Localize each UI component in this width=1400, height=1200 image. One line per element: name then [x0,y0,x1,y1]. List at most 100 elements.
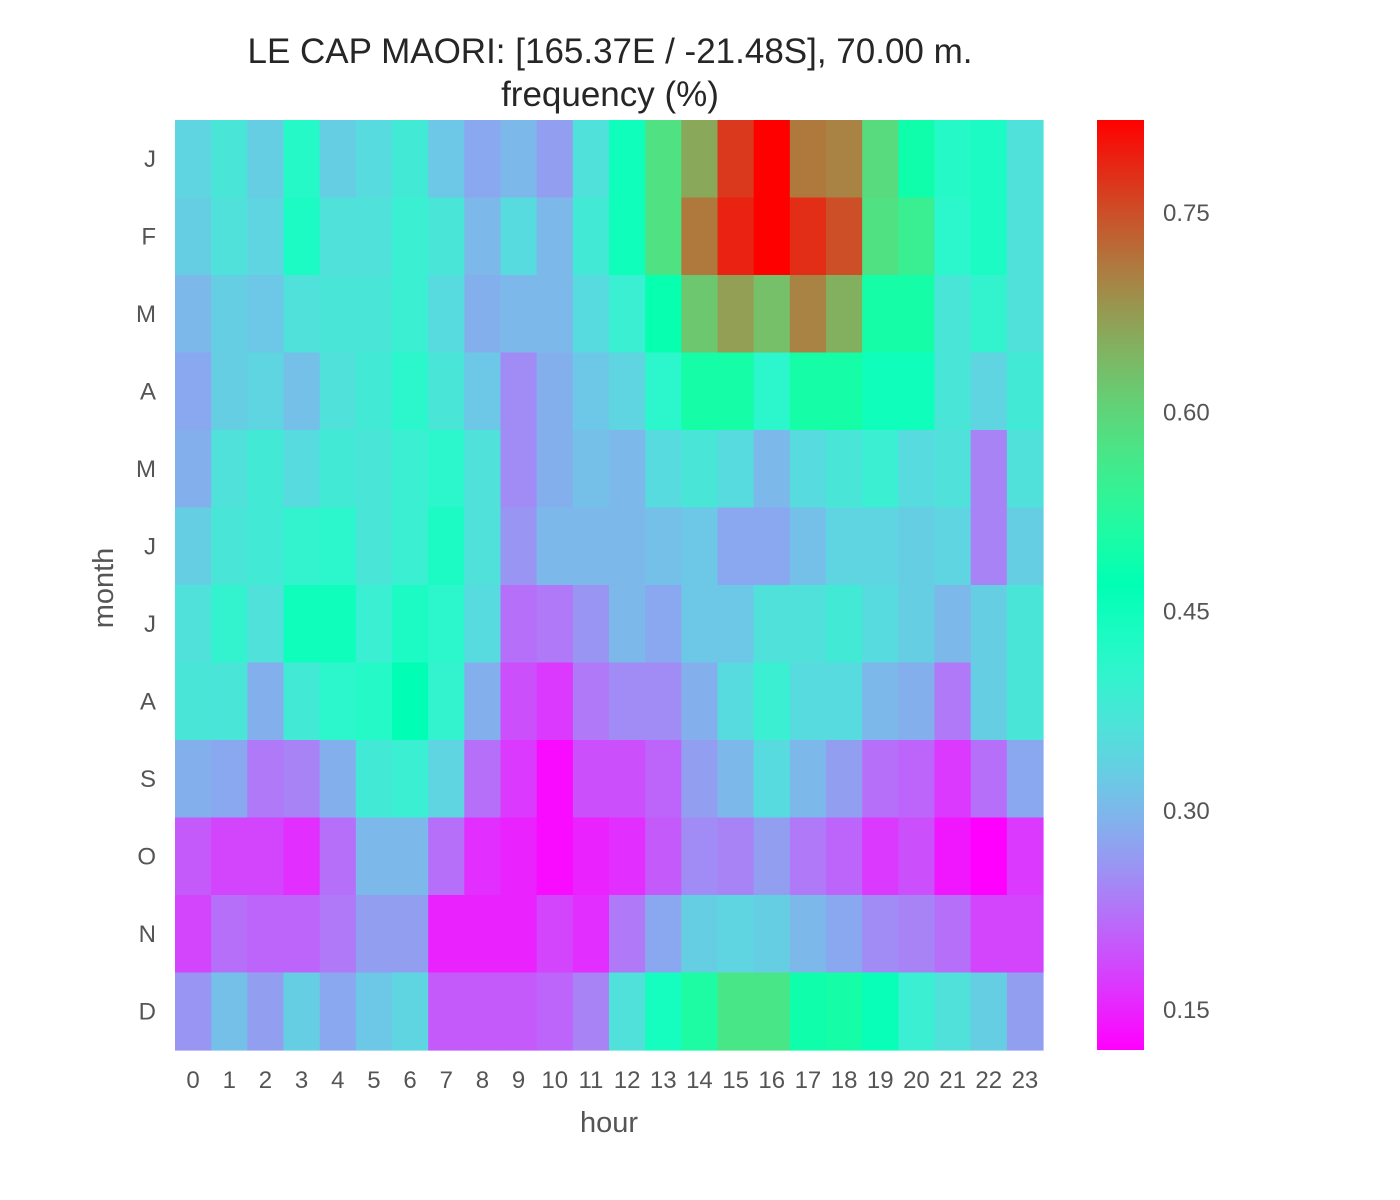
heatmap-cell [211,275,248,354]
x-tick-label: 12 [614,1067,641,1094]
heatmap-cell [392,120,429,199]
heatmap-cell [319,895,357,974]
heatmap-cell [247,275,285,354]
heatmap-cell [572,895,610,974]
heatmap-cell [826,120,863,199]
heatmap-cell [536,585,574,664]
heatmap-cell [211,120,248,199]
y-tick-label: A [140,378,156,405]
heatmap-cell [609,740,646,819]
y-tick-label: A [140,688,156,715]
heatmap-cell [536,895,574,974]
heatmap-cell [355,662,393,741]
heatmap-cell [753,352,791,431]
x-tick-label: 9 [512,1067,525,1094]
heatmap-cell [826,740,863,819]
y-tick-label: F [141,223,156,250]
heatmap-cell [175,507,212,586]
heatmap-cell [753,275,791,354]
heatmap-cell [283,197,321,276]
heatmap-cell [283,740,321,819]
x-tick-label: 1 [223,1067,236,1094]
heatmap-cell [428,430,465,509]
x-tick-label: 7 [440,1067,453,1094]
heatmap-cell [789,585,827,664]
heatmap-cell [319,972,357,1051]
heatmap-cell [464,120,502,199]
heatmap-cell [826,507,863,586]
heatmap-cell [428,972,465,1051]
heatmap-cell [319,662,357,741]
heatmap-cell [717,817,755,896]
y-axis-label: month [88,548,120,629]
y-tick-label: N [139,921,156,948]
heatmap-cell [898,817,936,896]
heatmap-cell [753,895,791,974]
heatmap-cell [392,352,429,431]
heatmap-cell [898,895,936,974]
heatmap-cell [428,817,465,896]
heatmap-cell [175,740,212,819]
heatmap-cell [789,197,827,276]
x-tick-label: 13 [650,1067,677,1094]
heatmap-cell [717,120,755,199]
heatmap-cell [319,430,357,509]
heatmap-cell [211,817,248,896]
heatmap-cell [211,662,248,741]
heatmap-cell [211,740,248,819]
x-tick-label: 2 [259,1067,272,1094]
heatmap-cell [536,817,574,896]
x-tick-label: 4 [331,1067,344,1094]
heatmap-cell [753,585,791,664]
heatmap-cell [428,275,465,354]
colorbar-tick-label: 0.45 [1163,599,1210,626]
heatmap-cell [681,972,719,1051]
heatmap-cell [392,507,429,586]
heatmap-cell [500,507,538,586]
heatmap-cell [319,352,357,431]
heatmap-cell [392,197,429,276]
heatmap-cell [1006,740,1044,819]
heatmap-cell [319,275,357,354]
heatmap-cell [609,585,646,664]
heatmap-cell [319,585,357,664]
heatmap-cell [898,275,936,354]
chart-subtitle: frequency (%) [501,75,719,114]
heatmap-cell [428,197,465,276]
x-tick-label: 14 [686,1067,713,1094]
heatmap-cell [970,352,1008,431]
x-axis-label: hour [580,1107,638,1139]
heatmap-cell [681,120,719,199]
heatmap-cell [789,895,827,974]
heatmap-cell [970,275,1008,354]
heatmap-cell [645,972,682,1051]
x-tick-label: 15 [722,1067,749,1094]
heatmap-cell [175,197,212,276]
heatmap-cell [572,817,610,896]
heatmap-cell [645,120,682,199]
heatmap-cell [898,197,936,276]
heatmap-cell [826,895,863,974]
x-tick-label: 17 [795,1067,822,1094]
heatmap-cell [464,972,502,1051]
heatmap-cell [464,430,502,509]
heatmap-cell [247,972,285,1051]
heatmap-cell [283,895,321,974]
heatmap-cell [862,507,899,586]
heatmap-cell [970,507,1008,586]
heatmap-cell [500,275,538,354]
heatmap-cell [681,430,719,509]
heatmap-cell [572,352,610,431]
x-tick-label: 8 [476,1067,489,1094]
colorbar-tick-label: 0.60 [1163,399,1210,426]
heatmap-cell [464,585,502,664]
heatmap-cell [609,352,646,431]
heatmap-cell [500,972,538,1051]
heatmap-cell [355,352,393,431]
heatmap-cell [355,430,393,509]
heatmap-cell [355,895,393,974]
heatmap-cell [500,817,538,896]
heatmap-cell [464,817,502,896]
heatmap-cell [211,895,248,974]
y-tick-label: M [136,456,156,483]
